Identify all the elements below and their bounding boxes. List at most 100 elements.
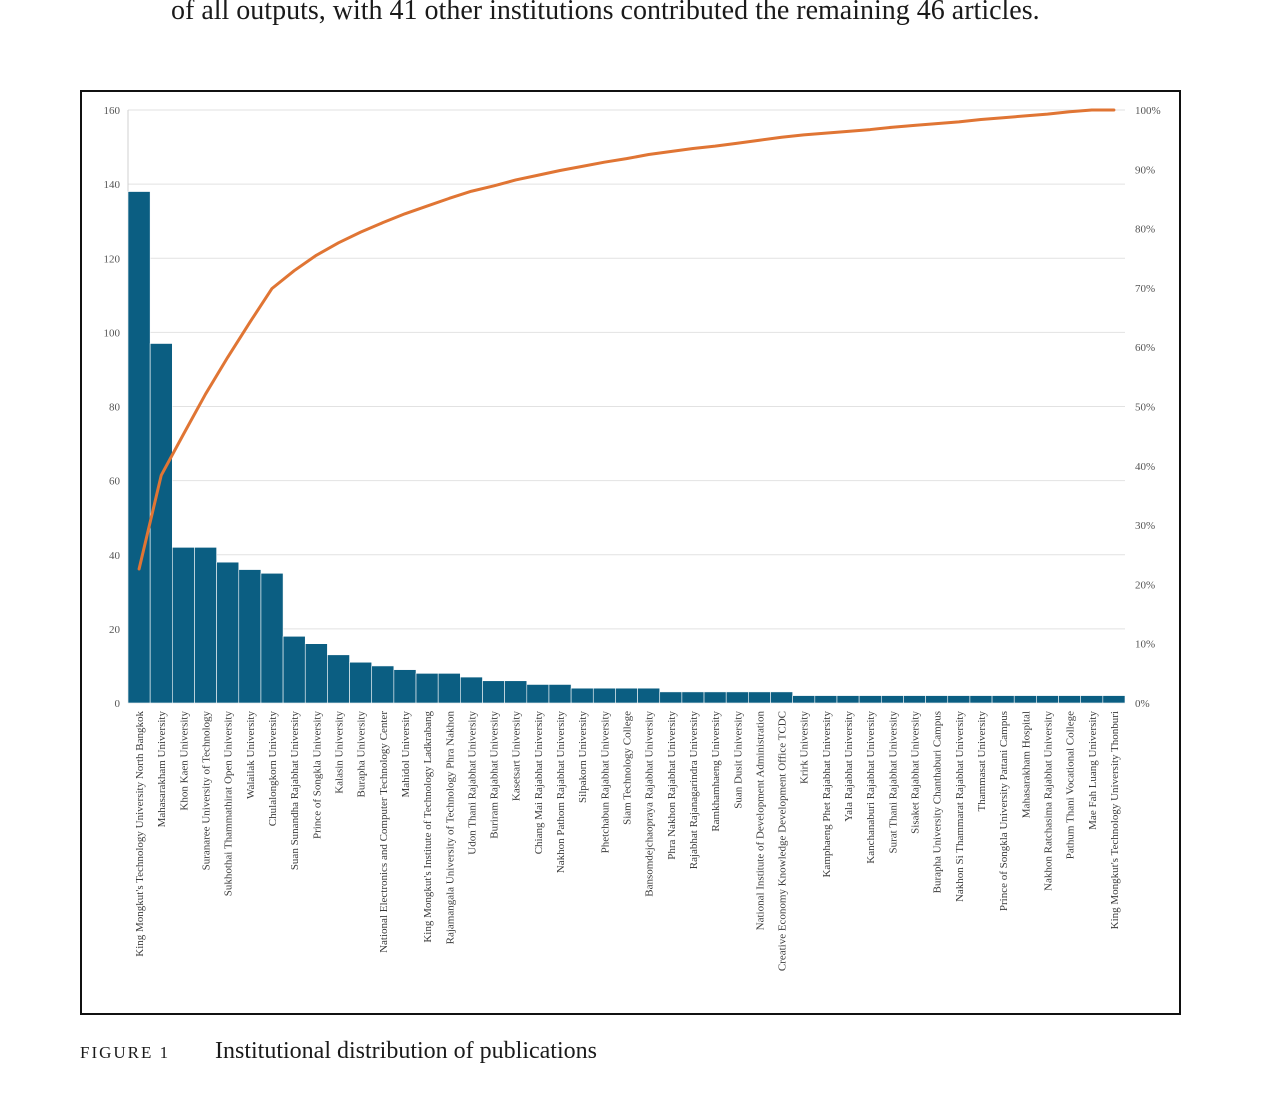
x-category-label: Pathum Thani Vocational College — [1065, 711, 1077, 859]
y2-tick-label: 100% — [1135, 105, 1161, 117]
y-tick-label: 0 — [115, 698, 121, 710]
cumulative-line-series — [137, 108, 1116, 571]
x-category-label: Yala Rajabhat University — [843, 711, 855, 822]
x-category-label: Siam Technology College — [622, 711, 634, 825]
y2-tick-label: 50% — [1135, 402, 1155, 414]
bar — [681, 691, 705, 704]
cumulative-line — [137, 108, 1116, 571]
bar — [969, 695, 993, 704]
bar — [172, 547, 195, 704]
bar — [748, 691, 771, 704]
bar — [260, 572, 284, 704]
x-category-label: Creative Economy Knowledge Development O… — [777, 711, 789, 971]
chart-frame: 0 20 40 60 80 100 120 140 160 0% 10% 20% 30% 40% 50% 6… — [80, 90, 1181, 1015]
bar — [393, 669, 417, 704]
bar — [238, 569, 262, 704]
x-category-label: Surat Thani Rajabhat University — [887, 711, 899, 854]
bar — [947, 695, 971, 704]
bar — [371, 665, 395, 704]
bar — [615, 687, 638, 704]
x-category-label: Kamphaeng Phet Rajabhat University — [821, 711, 833, 878]
x-category-label: Sukhothai Thammathirat Open University — [223, 711, 235, 897]
x-category-label: Thammasat University — [976, 711, 988, 812]
y2-tick-label: 70% — [1135, 283, 1155, 295]
y2-tick-label: 0% — [1135, 698, 1150, 710]
bar — [482, 680, 505, 704]
x-category-label: Silpakorn University — [577, 711, 589, 803]
x-category-label: King Mongkut's Institute of Technology L… — [422, 711, 434, 943]
y2-tick-label: 30% — [1135, 520, 1155, 532]
x-category-label: National Institute of Development Admini… — [754, 711, 766, 931]
bar — [592, 687, 616, 704]
x-category-label: Rajabhat Rajanagarindra University — [688, 711, 700, 870]
bar — [903, 695, 926, 704]
category-axis-labels: King Mongkut's Technology University Nor… — [134, 711, 1121, 972]
x-category-label: Kalasin University — [333, 711, 345, 794]
bar — [637, 687, 661, 704]
figure-caption: FIGURE 1 Institutional distribution of pu… — [80, 1036, 597, 1068]
bar-series — [127, 191, 1126, 704]
bar — [858, 695, 882, 704]
bar — [880, 695, 904, 704]
x-category-label: Udon Thani Rajabhat University — [466, 711, 478, 855]
y-tick-label: 140 — [104, 179, 121, 191]
bar — [127, 191, 151, 704]
y2-tick-label: 80% — [1135, 224, 1155, 236]
x-category-label: Mahasarakham Hospital — [1020, 711, 1032, 818]
x-category-label: King Mongkut's Technology University Nor… — [134, 711, 146, 957]
y-tick-label: 20 — [109, 624, 121, 636]
figure-label: FIGURE 1 — [80, 1043, 171, 1062]
bar — [836, 695, 860, 704]
y2-tick-label: 40% — [1135, 461, 1155, 473]
bar — [349, 661, 373, 704]
x-category-label: Nakhon Pathom Rajabhat University — [555, 711, 567, 874]
x-category-label: Suan Sunandha Rajabhat University — [289, 711, 301, 871]
left-axis-tick-labels: 0 20 40 60 80 100 120 140 160 — [104, 105, 121, 710]
bar — [1036, 695, 1059, 704]
x-category-label: Mae Fah Luang University — [1087, 711, 1099, 830]
bar — [1058, 695, 1081, 704]
x-category-label: Chulalongkorn University — [267, 711, 279, 827]
bar — [770, 691, 793, 704]
x-category-label: Bansomdejchaopraya Rajabhat University — [644, 711, 656, 897]
bar — [814, 695, 838, 704]
bar — [304, 643, 328, 704]
x-category-label: Mahasarakham University — [156, 711, 168, 828]
x-category-label: Khon Kaen University — [178, 711, 190, 811]
bar — [437, 673, 461, 704]
bar — [216, 561, 240, 704]
bar — [327, 654, 350, 704]
right-axis-tick-labels: 0% 10% 20% 30% 40% 50% 60% 70% 80% 90% 100% — [1135, 105, 1161, 710]
bar — [194, 547, 217, 704]
bar — [282, 635, 306, 704]
x-category-label: Nakhon Ratchasima Rajabhat University — [1042, 711, 1054, 891]
bar — [460, 676, 483, 704]
x-category-label: Phra Nakhon Rajabhat University — [666, 711, 678, 860]
x-category-label: Suranaree University of Technology — [201, 711, 213, 871]
figure-caption-text: Institutional distribution of publicatio… — [215, 1038, 597, 1064]
x-category-label: Prince of Songkla University — [311, 711, 323, 840]
intro-paragraph-line: of all outputs, with 41 other institutio… — [171, 0, 1040, 26]
x-category-label: Sisaket Rajabhat University — [910, 711, 922, 834]
bar — [504, 680, 528, 704]
y2-tick-label: 60% — [1135, 342, 1155, 354]
bar — [1013, 695, 1037, 704]
y-tick-label: 120 — [104, 253, 121, 265]
y-tick-label: 80 — [109, 402, 121, 414]
bar — [1102, 695, 1126, 704]
bar — [415, 673, 439, 704]
bar — [548, 684, 572, 704]
x-category-label: Suan Dusit University — [732, 711, 744, 809]
x-category-label: Phetchabun Rajabhat University — [599, 711, 611, 854]
x-category-label: Kasetsart University — [511, 711, 523, 802]
pareto-chart: 0 20 40 60 80 100 120 140 160 0% 10% 20% 30% 40% 50% 6… — [104, 105, 1161, 972]
y-tick-label: 40 — [109, 550, 121, 562]
x-category-label: Nakhon Si Thammarat Rajabhat University — [954, 711, 966, 903]
y2-tick-label: 90% — [1135, 164, 1155, 176]
x-category-label: Burapha University — [356, 711, 368, 798]
bar — [659, 691, 683, 704]
x-category-label: King Mongkut's Technology University Tho… — [1109, 711, 1121, 929]
x-category-label: Ramkhamhaeng University — [710, 711, 722, 832]
bar — [991, 695, 1015, 704]
x-category-label: Rajamangala University of Technology Phr… — [444, 711, 456, 945]
